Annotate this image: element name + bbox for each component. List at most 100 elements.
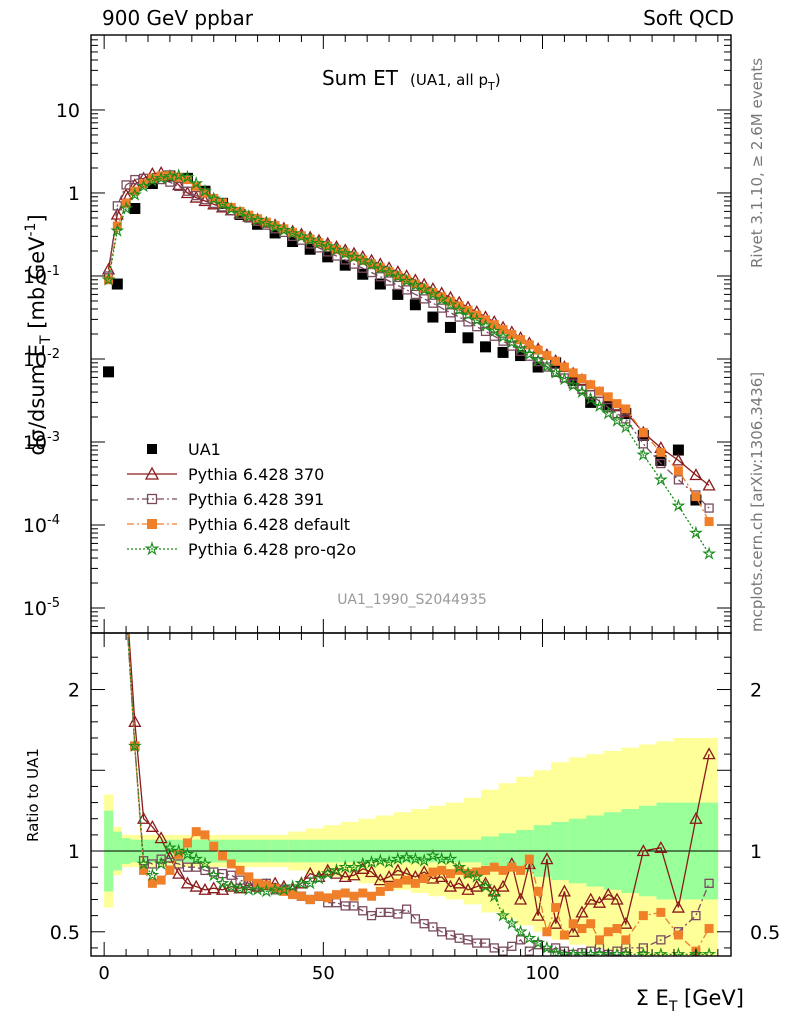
data-point: [478, 318, 493, 332]
ratio-point: [393, 878, 403, 888]
ratio-point: [154, 831, 168, 844]
ratio-point: [549, 916, 563, 929]
data-point: [618, 420, 633, 434]
ratio-point: [349, 901, 359, 911]
ratio-point: [191, 827, 201, 837]
data-point: [434, 292, 449, 306]
ratio-point: [375, 886, 385, 896]
ratio-point: [445, 930, 456, 940]
x-axis-label: Σ ET [GeV]: [636, 986, 744, 1015]
data-point: [533, 356, 543, 367]
data-point: [165, 171, 175, 181]
ratio-point: [531, 908, 545, 921]
data-point: [311, 235, 326, 250]
data-point: [425, 287, 440, 301]
ratio-point: [601, 887, 615, 900]
data-point: [399, 273, 414, 287]
data-point: [110, 223, 125, 237]
data-point: [279, 224, 289, 234]
data-point: [612, 399, 622, 409]
ratio-point: [428, 867, 438, 877]
data-point: [557, 371, 572, 386]
ratio-point: [215, 882, 230, 895]
legend-marker: [147, 444, 157, 454]
data-point: [338, 245, 353, 260]
data-point: [259, 215, 274, 230]
ratio-point: [296, 891, 306, 901]
data-point: [384, 267, 394, 277]
ratio-point: [478, 879, 493, 893]
ratio-point: [463, 935, 473, 945]
data-point: [367, 259, 377, 269]
data-point: [673, 466, 683, 476]
ratio-point: [425, 848, 440, 862]
data-point: [602, 399, 614, 411]
ratio-point: [226, 870, 236, 880]
ratio-point: [270, 883, 280, 893]
ratio-point: [612, 946, 622, 956]
data-point: [559, 362, 569, 372]
ratio-point: [507, 941, 517, 951]
data-point: [384, 276, 394, 286]
ratio-point: [575, 905, 589, 918]
ratio-point: [366, 910, 377, 921]
legend-marker: [144, 541, 160, 556]
data-point: [480, 341, 492, 353]
analysis-id: UA1_1990_S2044935: [337, 592, 487, 608]
ratio-point: [489, 862, 499, 872]
data-point: [392, 288, 404, 300]
ratio-point: [469, 869, 484, 883]
ratio-point: [259, 883, 274, 898]
data-point: [428, 298, 438, 308]
ratio-point: [702, 747, 716, 760]
data-point: [209, 193, 219, 203]
data-point: [408, 278, 423, 292]
y-tick-label: 10: [56, 100, 80, 122]
data-point: [118, 201, 134, 215]
data-point: [638, 439, 648, 449]
ratio-point: [702, 947, 717, 956]
ratio-point: [496, 908, 511, 922]
ratio-point: [522, 930, 537, 945]
data-point: [603, 392, 613, 402]
ratio-point: [172, 866, 186, 879]
ratio-point: [410, 914, 421, 924]
ratio-point: [127, 738, 142, 753]
ratio-point: [621, 935, 631, 945]
ratio-point: [568, 919, 578, 929]
data-point: [445, 308, 456, 318]
ratio-point: [139, 865, 149, 875]
ratio-point: [507, 862, 517, 872]
data-point: [427, 311, 439, 323]
data-point: [294, 229, 309, 243]
main-subtitle: (UA1, all pT): [410, 71, 501, 93]
ratio-point: [331, 890, 341, 900]
data-point: [373, 261, 388, 275]
ratio-point: [437, 927, 447, 937]
data-point: [497, 346, 509, 358]
ratio-point: [452, 859, 467, 874]
ratio-point: [235, 865, 245, 875]
data-point: [224, 201, 239, 216]
data-point: [250, 212, 265, 227]
ratio-point: [147, 878, 157, 888]
data-point: [603, 402, 613, 413]
data-point: [145, 173, 160, 187]
ratio-y-tick-label-left: 2: [68, 680, 80, 702]
ratio-point: [419, 919, 429, 929]
data-point: [130, 174, 140, 185]
data-point: [182, 186, 193, 196]
ratio-point: [478, 876, 493, 889]
ratio-point: [305, 894, 315, 904]
ratio-point: [197, 856, 212, 870]
ratio-point: [470, 879, 484, 892]
data-point: [653, 472, 668, 486]
ratio-y-tick-label-left: 1: [68, 841, 80, 863]
data-point: [586, 390, 596, 400]
ratio-point: [515, 935, 526, 945]
ratio-point: [288, 890, 298, 900]
data-point: [305, 234, 315, 244]
ratio-point: [154, 856, 169, 870]
data-point: [532, 361, 544, 373]
data-point: [357, 268, 369, 280]
